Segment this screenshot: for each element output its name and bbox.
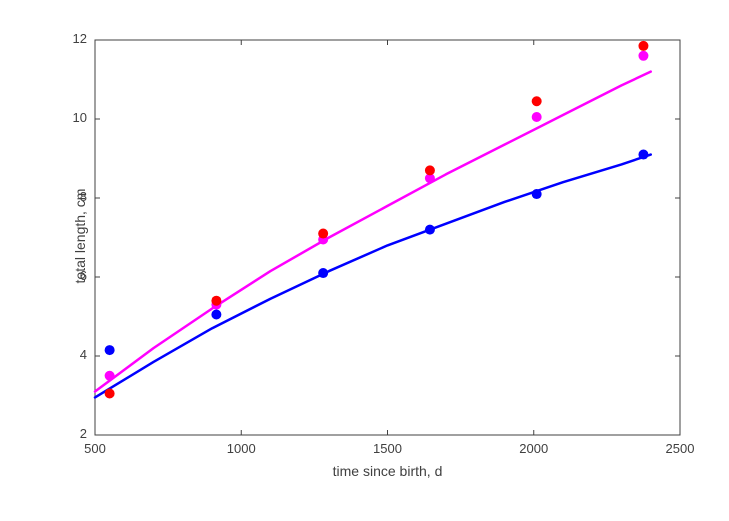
y-tick-label: 10: [55, 110, 87, 125]
y-tick-label: 6: [55, 268, 87, 283]
chart-container: time since birth, d total length, cm 500…: [0, 0, 729, 521]
y-tick-label: 8: [55, 189, 87, 204]
y-tick-label: 12: [55, 31, 87, 46]
y-tick-label: 2: [55, 426, 87, 441]
x-tick-label: 2000: [514, 441, 554, 456]
x-tick-label: 1500: [368, 441, 408, 456]
x-axis-label: time since birth, d: [318, 463, 458, 479]
x-tick-label: 2500: [660, 441, 700, 456]
x-tick-label: 1000: [221, 441, 261, 456]
y-tick-label: 4: [55, 347, 87, 362]
x-tick-label: 500: [75, 441, 115, 456]
